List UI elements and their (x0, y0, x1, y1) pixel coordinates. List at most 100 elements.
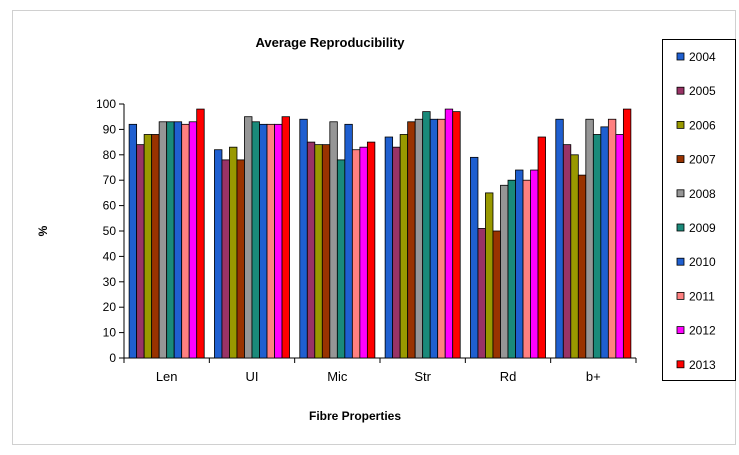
bar (530, 169, 539, 359)
bar (444, 108, 454, 359)
bar (422, 111, 431, 359)
x-tick-label: UI (246, 369, 259, 384)
chart-title: Average Reproducibility (255, 35, 405, 50)
legend-label: 2008 (689, 187, 716, 201)
bar (515, 169, 524, 359)
legend-label: 2012 (689, 324, 716, 338)
bar (537, 136, 546, 359)
bar (281, 116, 290, 359)
bar (314, 144, 323, 359)
bar (136, 144, 145, 359)
bar (414, 118, 424, 359)
bar (477, 228, 486, 359)
bar (128, 123, 138, 359)
bar (452, 111, 461, 359)
bar (570, 154, 579, 359)
legend-swatch (676, 52, 685, 61)
bar (236, 159, 245, 359)
x-tick-label: Mic (327, 369, 348, 384)
legend-label: 2007 (689, 153, 716, 167)
legend-label: 2013 (689, 358, 716, 372)
legend-label: 2011 (689, 289, 715, 303)
legend-swatch (676, 86, 685, 95)
bar (592, 134, 602, 359)
legend-label: 2009 (689, 221, 716, 235)
bar (229, 146, 238, 359)
bar (221, 159, 230, 359)
legend-label: 2004 (689, 50, 716, 64)
bar (470, 156, 479, 359)
y-tick-label: 0 (109, 351, 116, 365)
legend-label: 2006 (689, 118, 716, 132)
bar (344, 123, 353, 359)
x-axis-label: Fibre Properties (309, 409, 401, 423)
bar (607, 118, 617, 359)
bar (366, 141, 376, 359)
legend-label: 2005 (689, 84, 716, 98)
bar (399, 134, 409, 359)
plot-layer: 0 10 20 30 40 50 60 70 80 90 100 Len UI Mic Str Rd b+ (96, 97, 637, 384)
legend-swatch (676, 360, 685, 369)
bar (274, 123, 283, 359)
bar (306, 141, 316, 359)
bar (329, 121, 338, 359)
legend-swatch (676, 155, 685, 164)
legend-box (662, 39, 736, 381)
y-axis-label: % (36, 225, 50, 236)
bar (196, 108, 205, 359)
bar (622, 108, 632, 359)
bar (299, 118, 308, 359)
legend-swatch (676, 291, 685, 300)
legend-swatch (676, 257, 685, 266)
y-tick-label: 40 (103, 249, 117, 263)
bar (181, 123, 190, 359)
x-tick-label: Len (156, 369, 178, 384)
bar (158, 121, 168, 359)
bar (615, 134, 624, 359)
legend-swatch (676, 223, 685, 232)
y-tick-label: 100 (96, 97, 116, 111)
y-tick-label: 80 (103, 148, 117, 162)
legend-swatch (676, 326, 685, 335)
bar (166, 121, 175, 359)
y-tick-label: 10 (103, 326, 117, 340)
bar (143, 134, 153, 359)
bar (492, 230, 501, 359)
bar (585, 118, 594, 359)
bar (577, 174, 587, 359)
legend: 2004 2005 2006 2007 2008 2009 2010 2011 2012 2013 (676, 50, 716, 372)
y-tick-label: 70 (103, 173, 117, 187)
bar (522, 179, 531, 359)
y-tick-label: 30 (103, 275, 117, 289)
bar (244, 116, 253, 359)
y-tick-label: 60 (103, 199, 117, 213)
bar (266, 123, 275, 359)
bar (359, 146, 368, 359)
bar (251, 121, 260, 359)
legend-swatch (676, 189, 685, 198)
bar (507, 179, 516, 359)
x-tick-label: b+ (586, 369, 601, 384)
bar (392, 146, 401, 359)
bar (407, 121, 416, 359)
bar (600, 126, 609, 359)
bar (500, 184, 509, 359)
bar (336, 159, 346, 359)
bar (173, 121, 183, 359)
x-tick-label: Rd (500, 369, 517, 384)
bar (351, 149, 361, 359)
y-tick-label: 50 (103, 224, 117, 238)
bar (437, 118, 446, 359)
legend-label: 2010 (689, 255, 716, 269)
y-tick-label: 90 (103, 122, 117, 136)
x-tick-label: Str (414, 369, 431, 384)
legend-swatch (676, 121, 685, 129)
bar (429, 118, 439, 359)
bar (259, 123, 268, 359)
bar (188, 121, 198, 359)
bar (214, 149, 223, 359)
bar (555, 118, 564, 359)
bar (485, 192, 494, 359)
